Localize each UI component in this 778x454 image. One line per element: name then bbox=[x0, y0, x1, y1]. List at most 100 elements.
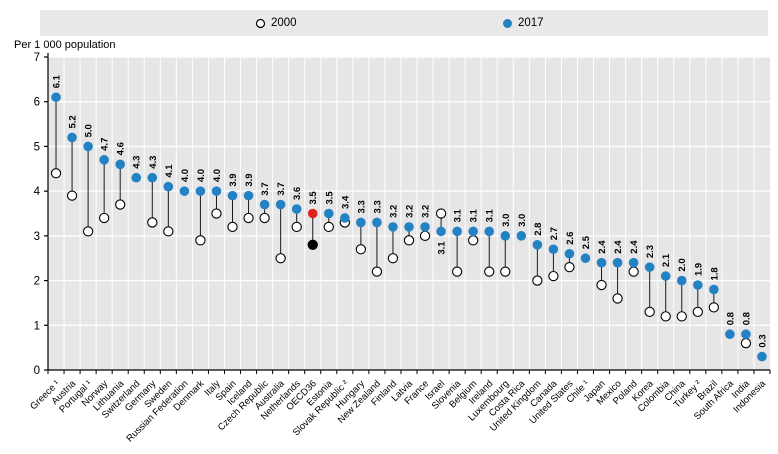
dot-2000-21 bbox=[387, 253, 399, 264]
value-label-38: 2.1 bbox=[661, 253, 672, 267]
dot-2017-27 bbox=[484, 226, 495, 237]
value-label-42: 0.8 bbox=[725, 312, 736, 325]
value-label-19: 3.3 bbox=[356, 200, 367, 213]
dot-2017-30 bbox=[532, 240, 543, 250]
dot-2017-1 bbox=[67, 132, 77, 143]
value-label-39: 2.0 bbox=[677, 258, 688, 271]
value-label-10: 4.0 bbox=[212, 169, 223, 182]
value-label-26: 3.1 bbox=[469, 208, 480, 222]
dot-2017-20 bbox=[372, 217, 382, 228]
legend-item-2000: 2000 bbox=[255, 10, 297, 36]
dot-2000-40 bbox=[692, 306, 703, 318]
value-label-44: 0.3 bbox=[757, 334, 768, 347]
dot-2017-22 bbox=[404, 222, 414, 232]
dot-2017-40 bbox=[693, 280, 703, 290]
value-label-3: 4.7 bbox=[100, 138, 111, 151]
value-label-6: 4.3 bbox=[148, 156, 159, 169]
value-label-1: 5.2 bbox=[68, 115, 79, 128]
dot-2017-28 bbox=[500, 231, 511, 241]
value-label-9: 4.0 bbox=[196, 169, 207, 182]
dot-2017-16 bbox=[307, 208, 318, 219]
dot-2000-24 bbox=[435, 208, 447, 219]
dot-2000-14 bbox=[275, 253, 286, 264]
dot-2000-13 bbox=[259, 212, 270, 224]
y-tick-label: 0 bbox=[34, 365, 40, 377]
dot-2000-20 bbox=[371, 266, 383, 277]
value-label-27: 3.1 bbox=[485, 208, 496, 222]
dot-2017-17 bbox=[323, 208, 334, 219]
dot-2017-4 bbox=[115, 159, 125, 170]
dot-2000-23 bbox=[419, 230, 431, 242]
dot-2017-25 bbox=[452, 226, 462, 237]
dot-2017-35 bbox=[612, 257, 623, 268]
dot-2000-39 bbox=[676, 311, 687, 322]
value-label-4: 4.6 bbox=[116, 142, 127, 155]
dot-2017-26 bbox=[468, 226, 478, 237]
dot-2017-44 bbox=[757, 351, 767, 362]
value-label-16: 3.5 bbox=[308, 191, 319, 205]
dot-2000-9 bbox=[195, 235, 206, 246]
y-tick-label: 2 bbox=[34, 276, 40, 288]
dot-2017-43 bbox=[741, 329, 751, 340]
value-label-14: 3.7 bbox=[276, 182, 287, 195]
dot-2000-31 bbox=[548, 270, 559, 282]
dot-2017-18 bbox=[340, 213, 350, 223]
dot-2000-38 bbox=[660, 311, 671, 322]
value-label-8: 4.0 bbox=[180, 169, 191, 182]
dot-2017-12 bbox=[243, 190, 254, 201]
value-label-22: 3.2 bbox=[405, 205, 416, 218]
dot-2000-0 bbox=[50, 168, 62, 179]
value-label-2: 5.0 bbox=[84, 124, 95, 137]
dot-2000-34 bbox=[596, 279, 607, 291]
dot-2000-35 bbox=[612, 293, 623, 304]
dot-2017-19 bbox=[356, 217, 366, 228]
dot-2000-28 bbox=[500, 266, 511, 277]
value-label-23: 3.2 bbox=[421, 205, 432, 218]
dot-2000-7 bbox=[163, 226, 174, 237]
dot-2017-29 bbox=[516, 231, 527, 241]
dot-2000-11 bbox=[227, 221, 238, 233]
dot-2017-36 bbox=[628, 257, 639, 268]
value-label-24: 3.1 bbox=[437, 241, 448, 255]
value-label-40: 1.9 bbox=[693, 263, 704, 276]
series-2017 bbox=[51, 92, 767, 362]
dot-2017-9 bbox=[195, 186, 206, 196]
dot-2017-8 bbox=[179, 186, 190, 196]
dot-2000-1 bbox=[66, 190, 78, 201]
y-tick-label: 5 bbox=[34, 141, 40, 153]
value-label-43: 0.8 bbox=[741, 312, 752, 325]
legend-label-2000: 2000 bbox=[271, 17, 297, 29]
dot-2017-2 bbox=[83, 141, 93, 152]
dot-2017-33 bbox=[580, 253, 591, 264]
open-circle-icon bbox=[255, 18, 266, 28]
value-label-17: 3.5 bbox=[324, 191, 335, 205]
y-tick-label: 7 bbox=[34, 52, 40, 64]
dot-2017-37 bbox=[644, 262, 655, 272]
dot-2017-6 bbox=[147, 172, 158, 183]
dot-2000-12 bbox=[243, 212, 254, 224]
dot-2017-3 bbox=[99, 155, 109, 165]
value-label-36: 2.4 bbox=[629, 240, 640, 254]
dot-2017-15 bbox=[291, 204, 302, 214]
value-label-30: 2.8 bbox=[533, 223, 544, 236]
value-label-15: 3.6 bbox=[292, 187, 303, 200]
dot-2017-41 bbox=[709, 284, 719, 295]
dot-2000-19 bbox=[355, 244, 367, 255]
value-label-41: 1.8 bbox=[709, 267, 720, 280]
value-label-11: 3.9 bbox=[228, 173, 239, 186]
axes: 0 1 2 3 4 5 6 7 bbox=[34, 52, 771, 377]
dot-2000-3 bbox=[99, 212, 110, 224]
dot-2017-0 bbox=[51, 92, 61, 103]
value-label-32: 2.6 bbox=[565, 232, 576, 245]
dot-2017-38 bbox=[660, 271, 671, 281]
dot-2000-32 bbox=[564, 262, 575, 273]
dot-2017-23 bbox=[420, 222, 430, 232]
dot-2000-43 bbox=[740, 338, 752, 349]
dot-2000-30 bbox=[532, 275, 543, 286]
value-label-21: 3.2 bbox=[388, 205, 399, 218]
dot-2017-42 bbox=[725, 329, 735, 340]
value-label-35: 2.4 bbox=[613, 240, 624, 254]
value-labels: 6.1 5.2 5.0 4.7 4.6 4.3 4.3 4.1 4.0 4.0 4.0 3.9 3.9 3… bbox=[52, 74, 769, 347]
dot-2000-15 bbox=[291, 221, 302, 233]
